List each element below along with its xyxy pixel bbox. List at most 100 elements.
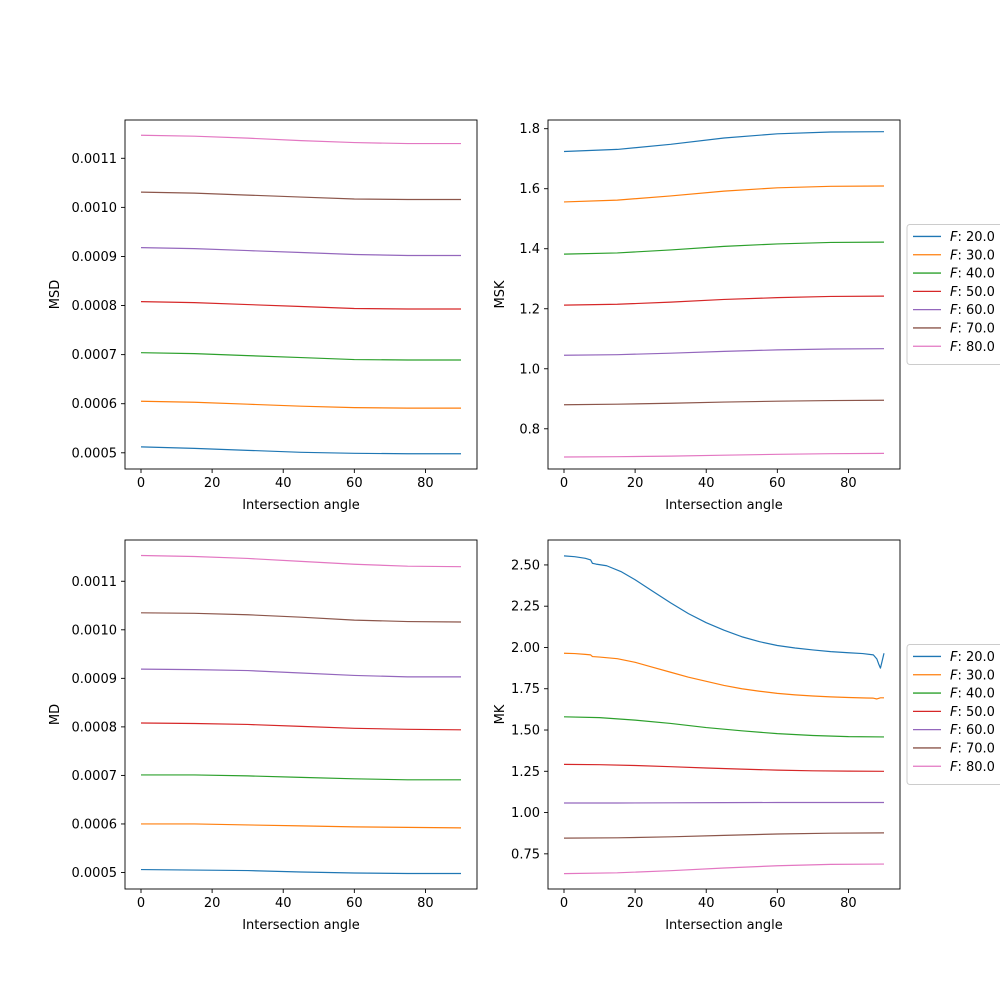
y-tick-label-msk: 1.8 — [519, 122, 540, 137]
x-tick-label-md: 60 — [346, 896, 363, 911]
legend-label-mk-3: F: 40.0 — [950, 687, 995, 702]
x-tick-label-msk: 20 — [627, 476, 644, 491]
y-tick-label-mk: 2.25 — [511, 600, 540, 615]
legend-box-mk — [906, 643, 1000, 786]
legend-label-mk-2: F: 30.0 — [950, 668, 995, 683]
series-line-mk-3 — [563, 716, 885, 738]
y-tick-label-mk: 2.00 — [511, 641, 540, 656]
y-tick-label-md: 0.0008 — [72, 720, 118, 735]
legend-label-msk-1: F: 20.0 — [950, 230, 995, 245]
legend-box-msk — [906, 223, 1000, 366]
series-line-msk-1 — [563, 131, 885, 153]
axes-frame-md — [124, 539, 478, 890]
series-line-mk-7 — [563, 863, 885, 875]
x-tick-label-msk: 0 — [560, 476, 568, 491]
y-tick-label-mk: 1.25 — [511, 765, 540, 780]
series-line-md-4 — [140, 722, 462, 731]
series-line-mk-6 — [563, 832, 885, 839]
series-line-msd-1 — [140, 446, 461, 455]
x-tick-label-mk: 0 — [560, 896, 568, 911]
legend-label-msk-7: F: 80.0 — [950, 340, 995, 355]
x-tick-label-msd: 0 — [137, 476, 145, 491]
y-tick-label-mk: 1.75 — [511, 682, 540, 697]
y-axis-label-mk: MK — [493, 704, 508, 724]
y-tick-label-mk: 0.75 — [511, 847, 540, 862]
series-line-msk-6 — [563, 399, 885, 406]
y-tick-label-md: 0.0006 — [72, 817, 118, 832]
x-tick-label-msd: 60 — [346, 476, 363, 491]
y-tick-label-msd: 0.0006 — [72, 397, 118, 412]
series-line-msd-5 — [140, 247, 461, 257]
x-tick-label-msk: 80 — [840, 476, 857, 491]
x-axis-label-md: Intersection angle — [242, 918, 360, 933]
axes-frame-msk — [547, 119, 901, 470]
series-line-msk-4 — [563, 295, 885, 306]
x-axis-label-msd: Intersection angle — [242, 498, 360, 513]
series-line-mk-5 — [564, 801, 884, 804]
x-tick-label-msk: 60 — [769, 476, 786, 491]
series-line-mk-2 — [563, 652, 884, 700]
x-axis-label-mk: Intersection angle — [665, 918, 783, 933]
series-line-md-7 — [140, 554, 462, 568]
x-tick-label-mk: 60 — [769, 896, 786, 911]
series-line-md-3 — [141, 774, 461, 781]
axes-frame-msd — [124, 119, 478, 470]
legend-label-msk-5: F: 60.0 — [950, 303, 995, 318]
subplot-msd: 0 20 40 60 80 0.0005 0.0006 0.0007 0.0008 0.0009 0… — [48, 119, 478, 513]
x-tick-label-mk: 80 — [840, 896, 857, 911]
x-tick-label-md: 0 — [137, 896, 145, 911]
x-tick-label-mk: 40 — [698, 896, 715, 911]
subplots: 0 20 40 60 80 0.0005 0.0006 0.0007 0.0008 0.0009 0… — [48, 119, 1000, 933]
x-tick-label-msk: 40 — [698, 476, 715, 491]
x-tick-label-msd: 80 — [417, 476, 434, 491]
y-tick-label-msd: 0.0008 — [72, 299, 118, 314]
y-tick-label-md: 0.0011 — [72, 575, 118, 590]
y-tick-label-msk: 1.4 — [519, 242, 540, 257]
series-line-msk-5 — [563, 348, 885, 356]
y-tick-label-msd: 0.0009 — [72, 250, 118, 265]
series-line-md-2 — [141, 823, 462, 829]
legend-label-mk-1: F: 20.0 — [950, 650, 995, 665]
x-axis-label-msk: Intersection angle — [665, 498, 783, 513]
y-tick-label-md: 0.0005 — [72, 866, 118, 881]
y-tick-label-mk: 1.00 — [511, 806, 540, 821]
subplot-msk: 0 20 40 60 80 0.8 1.0 1.2 1.4 1.6 1.8 Intersection … — [493, 119, 1000, 513]
legend-label-msk-6: F: 70.0 — [950, 321, 995, 336]
series-line-msd-2 — [140, 400, 461, 409]
legend-label-msk-4: F: 50.0 — [950, 285, 995, 300]
y-axis-label-md: MD — [48, 704, 63, 725]
y-tick-label-msd: 0.0011 — [72, 152, 118, 167]
series-line-msk-2 — [563, 185, 885, 203]
legend-label-msk-3: F: 40.0 — [950, 267, 995, 282]
y-tick-label-md: 0.0010 — [72, 623, 118, 638]
series-line-md-1 — [140, 868, 461, 875]
series-line-msd-7 — [140, 134, 461, 145]
series-line-mk-1 — [563, 555, 885, 669]
x-tick-label-md: 20 — [204, 896, 221, 911]
y-tick-label-msk: 0.8 — [519, 422, 540, 437]
series-line-msd-3 — [140, 352, 461, 361]
y-tick-label-md: 0.0009 — [72, 672, 118, 687]
legend-label-mk-5: F: 60.0 — [950, 723, 995, 738]
series-line-mk-4 — [563, 763, 885, 772]
y-tick-label-md: 0.0007 — [72, 769, 118, 784]
legend-label-msk-2: F: 30.0 — [950, 248, 995, 263]
x-tick-label-msd: 40 — [275, 476, 292, 491]
legend-label-mk-4: F: 50.0 — [950, 705, 995, 720]
legend-label-mk-6: F: 70.0 — [950, 741, 995, 756]
series-line-msk-3 — [563, 241, 885, 255]
subplot-md: 0 20 40 60 80 0.0005 0.0006 0.0007 0.0008 0.0009 0… — [48, 539, 478, 933]
x-tick-label-msd: 20 — [204, 476, 221, 491]
y-tick-label-mk: 1.50 — [511, 724, 540, 739]
axes-frame-mk — [547, 539, 901, 890]
x-tick-label-md: 40 — [275, 896, 292, 911]
y-axis-label-msk: MSK — [493, 280, 508, 308]
series-line-msk-7 — [563, 452, 885, 458]
y-tick-label-msd: 0.0005 — [72, 446, 118, 461]
series-line-md-6 — [140, 612, 462, 623]
subplot-mk: 0 20 40 60 80 0.75 1.00 1.25 1.50 1.75 2.00 2.25 2.5… — [493, 539, 1000, 933]
series-line-msd-4 — [140, 301, 461, 310]
y-tick-label-mk: 2.50 — [511, 558, 540, 573]
